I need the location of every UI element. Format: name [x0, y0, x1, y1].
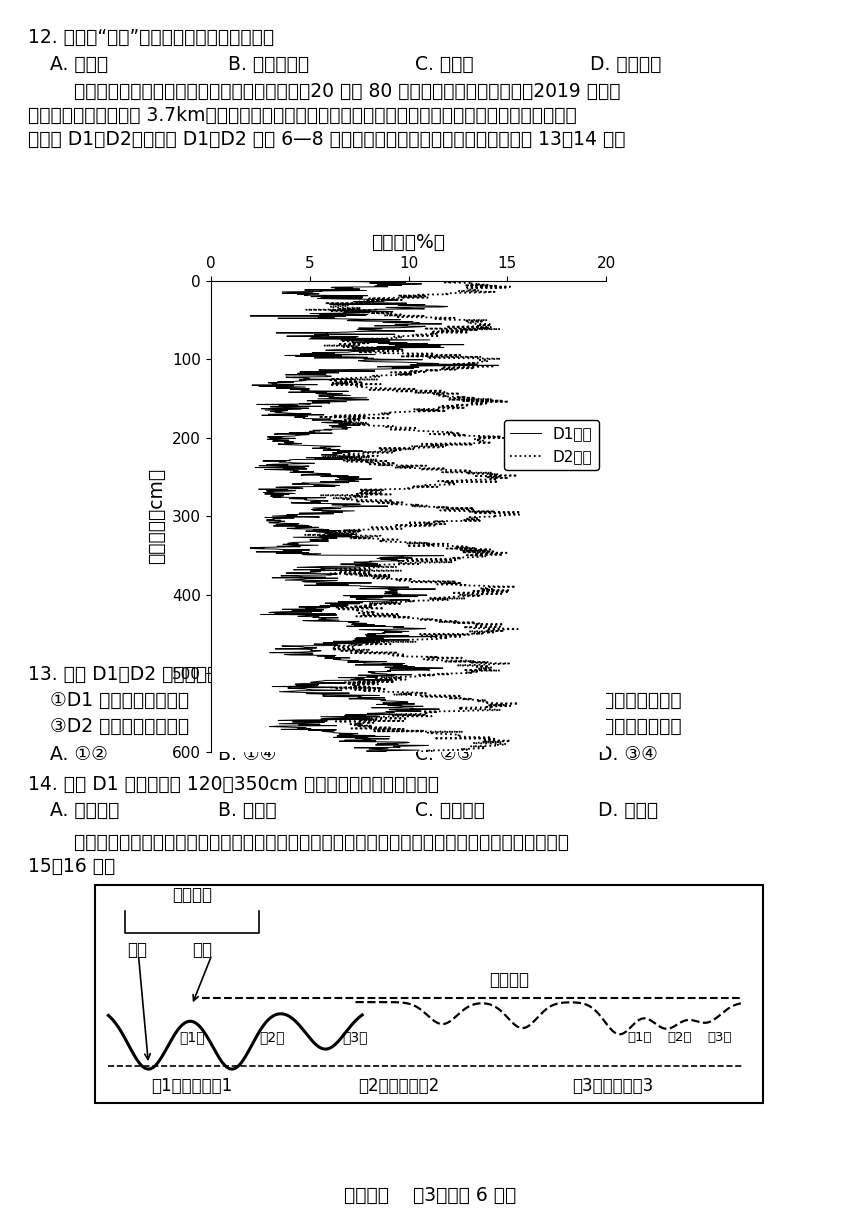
D1区域: [329, 649, 340, 664]
Text: （1）: （1）: [179, 1030, 205, 1045]
Text: D. 能见度高: D. 能见度高: [590, 55, 661, 75]
Text: A. ①②: A. ①②: [50, 745, 108, 764]
Text: ①D1 区域植被覆盖率高: ①D1 区域植被覆盖率高: [50, 690, 189, 710]
Text: 坱脊: 坱脊: [127, 941, 147, 959]
Text: 监测点 D1、D2，下图为 D1、D2 区域 6—8 月土壤剖面含水率变化曲线图，据此完成 13～14 题。: 监测点 D1、D2，下图为 D1、D2 区域 6—8 月土壤剖面含水率变化曲线图…: [28, 130, 625, 149]
D2区域: [412, 744, 422, 759]
Bar: [95, 885, 763, 1103]
Text: 侧积序列: 侧积序列: [172, 886, 212, 904]
Text: C. ②③: C. ②③: [415, 745, 473, 764]
Text: （2）: （2）: [259, 1030, 285, 1045]
Text: C. 植被耗水: C. 植被耗水: [415, 800, 485, 820]
Text: B. 下渗量: B. 下渗量: [218, 800, 277, 820]
Text: ③D2 区域植被覆盖率高: ③D2 区域植被覆盖率高: [50, 717, 189, 736]
D2区域: [458, 274, 469, 288]
Text: 高三地理    第3页（共 6 页）: 高三地理 第3页（共 6 页）: [344, 1187, 516, 1205]
D2区域: [495, 321, 506, 336]
Text: 北川河流域位于黄河上游神连山生态保护区内，20 世纪 80 年代开始大规模人工造林。2019 年，某: 北川河流域位于黄河上游神连山生态保护区内，20 世纪 80 年代开始大规模人工造…: [50, 82, 621, 101]
X-axis label: 含水率（%）: 含水率（%）: [372, 233, 445, 252]
Text: （3）: （3）: [707, 1031, 732, 1044]
Text: D. ③④: D. ③④: [598, 745, 658, 764]
Text: （2）侧积阶段2: （2）侧积阶段2: [359, 1077, 439, 1095]
D1区域: [288, 464, 298, 479]
Text: B. ①④: B. ①④: [218, 745, 276, 764]
D2区域: [402, 481, 412, 496]
Line: D2区域: D2区域: [304, 281, 520, 752]
Text: C. 风力大: C. 风力大: [415, 55, 474, 75]
Text: （2）: （2）: [667, 1031, 691, 1044]
Text: 15～16 题。: 15～16 题。: [28, 857, 115, 876]
Text: 研究小组在此区域间距 3.7km、靠近坡顶且海拔基本一致但植被覆盖度不同的天然状态位置布置土壤水分: 研究小组在此区域间距 3.7km、靠近坡顶且海拔基本一致但植被覆盖度不同的天然状…: [28, 106, 577, 125]
D1区域: [372, 321, 383, 336]
Text: （3）: （3）: [343, 1030, 368, 1045]
Text: 洪泛平面: 洪泛平面: [489, 971, 529, 990]
Text: （1）侧积阶段1: （1）侧积阶段1: [151, 1077, 232, 1095]
D1区域: [311, 640, 322, 655]
D2区域: [337, 640, 347, 655]
D2区域: [398, 649, 408, 664]
Text: B. 相对湿度大: B. 相对湿度大: [228, 55, 309, 75]
Text: （3）侧积阶段3: （3）侧积阶段3: [572, 1077, 654, 1095]
Legend: D1区域, D2区域: D1区域, D2区域: [504, 420, 599, 470]
Text: A. 温度低: A. 温度低: [50, 55, 108, 75]
Text: 侧积体是在河漫滩上形成的一系列坱脊与坱洼交互相间的地貌，下图为侧积体剖面示意图，据此完成: 侧积体是在河漫滩上形成的一系列坱脊与坱洼交互相间的地貌，下图为侧积体剖面示意图，…: [50, 833, 569, 852]
Line: D1区域: D1区域: [250, 281, 498, 752]
D2区域: [467, 464, 477, 479]
Text: A. 太阳辮射: A. 太阳辮射: [50, 800, 120, 820]
Text: 坱洼: 坱洼: [192, 941, 212, 959]
Text: （1）: （1）: [627, 1031, 652, 1044]
D1区域: [332, 596, 342, 611]
D1区域: [381, 744, 391, 759]
Y-axis label: 采样深度（cm）: 采样深度（cm）: [147, 468, 167, 565]
D1区域: [356, 274, 366, 288]
Text: ④D2 区域土壤含水率从上到下呢微弱增加趋势: ④D2 区域土壤含水率从上到下呢微弱增加趋势: [430, 717, 682, 736]
Text: 12. 不利于“日柱”现象形成的高空大气条件是: 12. 不利于“日柱”现象形成的高空大气条件是: [28, 28, 274, 46]
D2区域: [366, 596, 377, 611]
D1区域: [298, 481, 308, 496]
Text: 14. 造成 D1 区域土壤在 120－350cm 深度出现干层的主要因素是: 14. 造成 D1 区域土壤在 120－350cm 深度出现干层的主要因素是: [28, 775, 439, 794]
Text: ②D1 区域土壤含水率从上到下呢微弱增加趋势: ②D1 区域土壤含水率从上到下呢微弱增加趋势: [430, 690, 682, 710]
Text: D. 降水量: D. 降水量: [598, 800, 658, 820]
Text: 13. 有关 D1、D2 区域说法正确的: 13. 有关 D1、D2 区域说法正确的: [28, 665, 241, 684]
